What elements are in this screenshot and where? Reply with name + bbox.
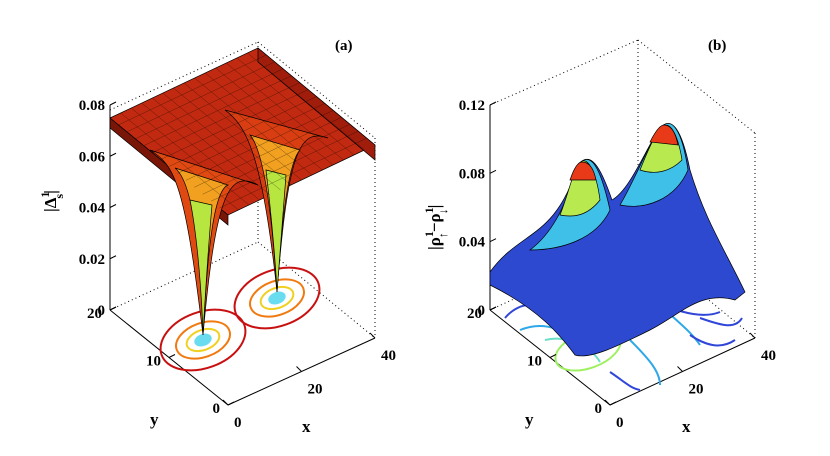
panel-label-a: (a) bbox=[335, 38, 353, 54]
x-axis-label-b: x bbox=[682, 417, 691, 436]
x-ticks-a: 0 20 40 bbox=[222, 332, 396, 431]
z-tick-mark bbox=[109, 255, 117, 260]
mesh-line bbox=[236, 57, 355, 156]
y-tick-mark bbox=[109, 306, 117, 311]
mesh-line bbox=[194, 117, 342, 188]
x-tick-label: 40 bbox=[381, 348, 396, 364]
y-tick-mark bbox=[609, 401, 617, 406]
z-tick-label: 0.08 bbox=[459, 166, 485, 182]
z-tick-label: 0 bbox=[98, 303, 106, 319]
z-ticks-b: 0 0.04 0.08 0.12 bbox=[459, 98, 497, 319]
mesh-line bbox=[205, 72, 323, 171]
mesh-line bbox=[219, 137, 367, 209]
z-tick-label: 0.04 bbox=[459, 235, 486, 251]
x-tick-mark bbox=[296, 366, 302, 372]
mesh-line bbox=[194, 77, 313, 176]
y-ticks-b: 0 10 20 bbox=[467, 306, 617, 417]
z-tick-label: 0.06 bbox=[79, 149, 106, 165]
surface-a bbox=[109, 47, 376, 336]
z-axis-label-a: |Δ1s| bbox=[38, 190, 66, 212]
y-tick-mark bbox=[489, 306, 497, 311]
y-tick-mark bbox=[168, 354, 176, 358]
y-ticks-a: 0 10 20 bbox=[87, 306, 235, 417]
z-axis-label-b: |ρ1↑−ρ1↓| bbox=[422, 205, 450, 250]
z-tick-label: 0.12 bbox=[459, 98, 485, 114]
y-tick-label: 0 bbox=[213, 401, 221, 417]
y-tick-mark bbox=[549, 354, 557, 358]
x-tick-label: 40 bbox=[761, 348, 776, 364]
x-axis-label-a: x bbox=[302, 417, 311, 436]
y-tick-label: 20 bbox=[467, 306, 482, 322]
z-tick-label: 0.04 bbox=[79, 201, 106, 217]
mesh-line bbox=[215, 67, 334, 166]
x-tick-label: 20 bbox=[308, 382, 323, 398]
mesh-line bbox=[168, 96, 317, 167]
x-tick-mark bbox=[604, 399, 611, 406]
mesh-line bbox=[177, 103, 325, 174]
floor-contours-a bbox=[159, 266, 321, 372]
mesh-a bbox=[118, 52, 367, 211]
mesh-line bbox=[226, 62, 344, 161]
z-tick-mark bbox=[109, 101, 117, 106]
z-tick-mark bbox=[109, 152, 117, 157]
y-axis-label-b: y bbox=[525, 410, 534, 429]
z-tick-mark bbox=[489, 238, 497, 243]
x-tick-label: 0 bbox=[234, 415, 242, 431]
z-tick-label: 0 bbox=[478, 303, 486, 319]
x-tick-label: 20 bbox=[689, 382, 704, 398]
x-tick-mark bbox=[369, 332, 376, 339]
panel-label-b: (b) bbox=[708, 38, 726, 54]
z-tick-mark bbox=[489, 101, 497, 106]
y-tick-label: 20 bbox=[87, 306, 102, 322]
y-tick-mark bbox=[227, 401, 235, 406]
surface-b bbox=[489, 123, 746, 357]
x-tick-label: 0 bbox=[616, 415, 624, 431]
x-tick-mark bbox=[222, 399, 229, 406]
mesh-line bbox=[211, 130, 359, 202]
mesh-line bbox=[202, 124, 351, 195]
mesh-line bbox=[247, 52, 365, 151]
y-tick-label: 10 bbox=[527, 354, 542, 370]
z-tick-mark bbox=[489, 169, 497, 174]
mesh-line bbox=[185, 110, 334, 181]
y-tick-label: 0 bbox=[595, 401, 603, 417]
x-ticks-b: 0 20 40 bbox=[604, 332, 776, 431]
y-tick-label: 10 bbox=[146, 354, 161, 370]
y-axis-label-a: y bbox=[150, 410, 159, 429]
z-tick-mark bbox=[109, 204, 117, 208]
z-ticks-a: 0 0.02 0.04 0.06 0.08 bbox=[79, 98, 117, 319]
z-tick-label: 0.02 bbox=[79, 252, 105, 268]
z-tick-label: 0.08 bbox=[79, 98, 105, 114]
x-tick-mark bbox=[677, 366, 683, 372]
x-tick-mark bbox=[749, 332, 756, 339]
